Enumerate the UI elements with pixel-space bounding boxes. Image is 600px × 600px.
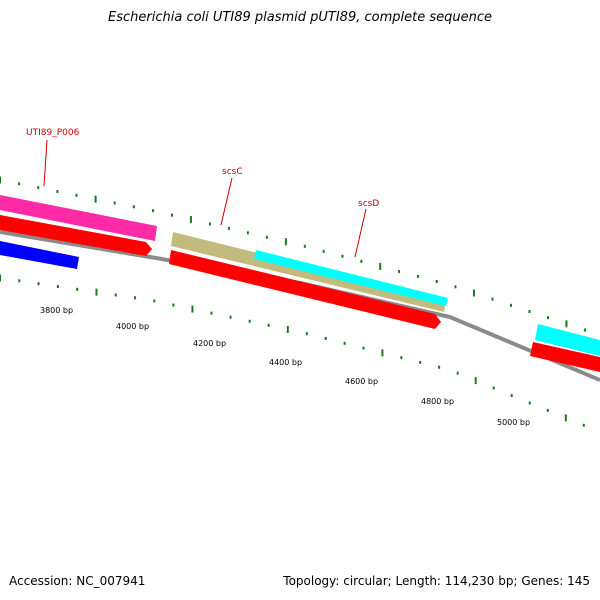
feature-bar-cyan[interactable] — [254, 250, 448, 306]
accession-text: Accession: NC_007941 — [9, 574, 146, 588]
feature-arrow-red[interactable] — [0, 215, 152, 256]
scale-label-4400: 4400 bp — [269, 358, 302, 367]
feature-bar-blue[interactable] — [0, 241, 79, 269]
scale-label-5000: 5000 bp — [497, 418, 530, 427]
scale-label-4000: 4000 bp — [116, 322, 149, 331]
label-leader-scsD — [354, 208, 367, 258]
lower-tick-row — [0, 274, 585, 427]
label-leader-scsC — [220, 177, 233, 226]
scale-label-3800: 3800 bp — [40, 306, 73, 315]
map-title: Escherichia coli UTI89 plasmid pUTI89, c… — [108, 10, 492, 25]
feature-arrow-red-3[interactable] — [530, 342, 600, 372]
gene-label-UTI89_P006[interactable]: UTI89_P006 — [26, 128, 80, 138]
features — [0, 195, 600, 372]
gene-label-scsC[interactable]: scsC — [222, 167, 243, 177]
scale-label-4200: 4200 bp — [193, 339, 226, 348]
gene-label-scsD[interactable]: scsD — [358, 199, 379, 209]
feature-bar-cyan-2[interactable] — [535, 324, 600, 356]
scale-label-4600: 4600 bp — [345, 377, 378, 386]
feature-arrow-red-2[interactable] — [169, 250, 441, 329]
label-leader-UTI89_P006 — [43, 139, 48, 187]
upper-tick-row — [0, 176, 586, 332]
scale-label-4800: 4800 bp — [421, 397, 454, 406]
feature-bar-magenta[interactable] — [0, 195, 157, 241]
topology-summary: Topology: circular; Length: 114,230 bp; … — [283, 574, 590, 588]
